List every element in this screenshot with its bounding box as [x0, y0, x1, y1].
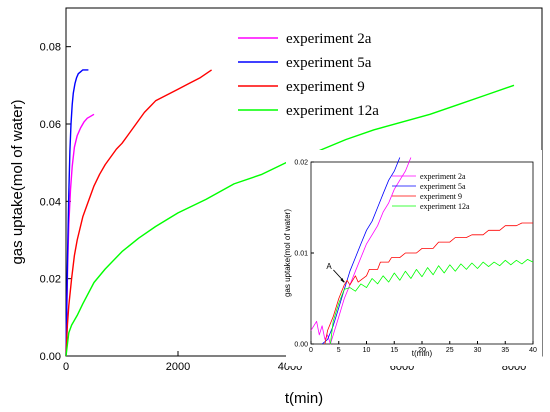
inset-y-tick-label: 0.01 — [294, 251, 308, 258]
y-tick-label: 0.02 — [40, 274, 61, 286]
inset-annotation: A — [326, 262, 345, 283]
series-line-3 — [65, 69, 212, 357]
y-axis-label: gas uptake(mol of water) — [9, 99, 26, 264]
legend-label-2: experiment 5a — [286, 55, 372, 71]
inset-plot: 0 5 10 15 20 25 30 35 40 0.00 0.01 0.02 t(min) gas … — [283, 150, 542, 366]
y-tick-label: 0.06 — [40, 119, 61, 131]
inset-series-line-4 — [330, 258, 534, 345]
annotation-arrowhead — [340, 277, 345, 283]
inset-x-tick-label: 35 — [501, 347, 509, 354]
x-axis-label: t(min) — [285, 390, 323, 407]
inset-legend-label-2: experiment 5a — [420, 182, 466, 191]
inset-y-tick-label: 0.02 — [294, 160, 308, 167]
legend: experiment 2a experiment 5a experiment 9 ex… — [238, 31, 379, 119]
inset-y-tick-label: 0.00 — [294, 342, 308, 349]
inset-x-tick-label: 10 — [363, 347, 371, 354]
inset-x-tick-label: 40 — [529, 347, 537, 354]
inset-x-tick-label: 30 — [474, 347, 482, 354]
y-tick-label: 0.04 — [40, 196, 61, 208]
inset-legend-label-1: experiment 2a — [420, 172, 466, 181]
legend-label-4: experiment 12a — [286, 103, 379, 119]
legend-label-1: experiment 2a — [286, 31, 372, 47]
inset-x-tick-label: 0 — [309, 347, 313, 354]
inset-series-line-1 — [310, 157, 412, 345]
inset-x-tick-label: 20 — [418, 347, 426, 354]
series-line-2 — [65, 69, 89, 357]
annotation-label: A — [326, 262, 332, 271]
x-tick-label: 0 — [63, 361, 69, 373]
inset-series-line-3 — [324, 222, 533, 345]
inset-x-axis-label: t(min) — [412, 349, 433, 358]
inset-y-axis-label: gas uptake(mol of water) — [283, 209, 292, 297]
y-tick-label: 0.08 — [40, 42, 61, 54]
y-tick-label: 0.00 — [40, 351, 61, 363]
inset-x-tick-label: 25 — [446, 347, 454, 354]
legend-label-3: experiment 9 — [286, 79, 365, 95]
inset-legend-label-4: experiment 12a — [420, 202, 470, 211]
inset-series-line-2 — [321, 157, 401, 345]
inset-x-tick-label: 15 — [390, 347, 398, 354]
inset-background — [286, 150, 542, 366]
x-tick-label: 2000 — [166, 361, 190, 373]
inset-legend-label-3: experiment 9 — [420, 192, 462, 201]
inset-x-tick-label: 5 — [337, 347, 341, 354]
series-line-4 — [65, 84, 515, 357]
